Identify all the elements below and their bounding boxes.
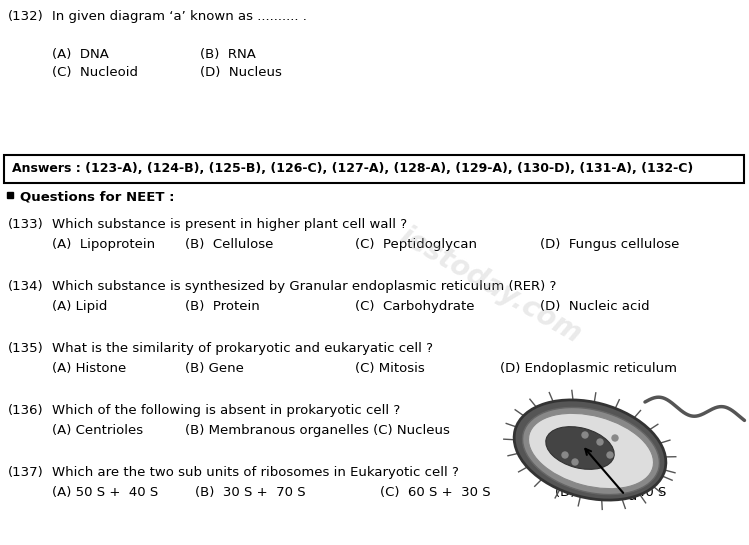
Text: (A) Lipid: (A) Lipid <box>52 300 107 313</box>
Text: (A)  DNA: (A) DNA <box>52 48 109 61</box>
Text: a: a <box>627 488 637 503</box>
Text: (D)  Fungus cellulose: (D) Fungus cellulose <box>540 238 679 251</box>
Text: (D)  Nucleic acid: (D) Nucleic acid <box>540 300 649 313</box>
Text: What is the similarity of prokaryotic and eukaryatic cell ?: What is the similarity of prokaryotic an… <box>52 342 433 355</box>
Text: (C)  Carbohydrate: (C) Carbohydrate <box>355 300 475 313</box>
Text: (C)  Nucleoid: (C) Nucleoid <box>52 66 138 79</box>
Text: (C)  60 S +  30 S: (C) 60 S + 30 S <box>380 486 491 499</box>
Text: (133): (133) <box>8 218 43 231</box>
Text: In given diagram ‘a’ known as .......... .: In given diagram ‘a’ known as ..........… <box>52 10 307 23</box>
Text: (137): (137) <box>8 466 43 479</box>
Text: (C)  Peptidoglycan: (C) Peptidoglycan <box>355 238 477 251</box>
Text: Answers : (123-A), (124-B), (125-B), (126-C), (127-A), (128-A), (129-A), (130-D): Answers : (123-A), (124-B), (125-B), (12… <box>12 162 694 175</box>
Text: (C) Mitosis: (C) Mitosis <box>355 362 425 375</box>
Text: (B) Membranous organelles (C) Nucleus: (B) Membranous organelles (C) Nucleus <box>185 424 450 437</box>
Text: (B) Gene: (B) Gene <box>185 362 244 375</box>
Circle shape <box>597 439 603 445</box>
FancyBboxPatch shape <box>4 155 744 183</box>
Circle shape <box>572 459 578 465</box>
Text: (136): (136) <box>8 404 43 417</box>
Text: (B)  Protein: (B) Protein <box>185 300 260 313</box>
Circle shape <box>582 432 588 438</box>
Text: (134): (134) <box>8 280 43 293</box>
Circle shape <box>607 452 613 458</box>
Text: (A) 50 S +  40 S: (A) 50 S + 40 S <box>52 486 158 499</box>
Text: Which of the following is absent in prokaryotic cell ?: Which of the following is absent in prok… <box>52 404 400 417</box>
Ellipse shape <box>523 408 659 494</box>
Text: Which substance is present in higher plant cell wall ?: Which substance is present in higher pla… <box>52 218 407 231</box>
Circle shape <box>562 452 568 458</box>
Text: (132): (132) <box>8 10 43 23</box>
Text: Questions for NEET :: Questions for NEET : <box>20 190 175 203</box>
Ellipse shape <box>529 413 653 489</box>
Text: (B)  Cellulose: (B) Cellulose <box>185 238 273 251</box>
Circle shape <box>612 435 618 441</box>
Ellipse shape <box>546 427 614 469</box>
Ellipse shape <box>514 400 666 500</box>
Text: (B)  30 S +  70 S: (B) 30 S + 70 S <box>195 486 306 499</box>
Text: Which substance is synthesized by Granular endoplasmic reticulum (RER) ?: Which substance is synthesized by Granul… <box>52 280 557 293</box>
Text: (D) A, B, C All: (D) A, B, C All <box>540 424 630 437</box>
Text: (D) Endoplasmic reticulum: (D) Endoplasmic reticulum <box>500 362 677 375</box>
Text: Which are the two sub units of ribosomes in Eukaryotic cell ?: Which are the two sub units of ribosomes… <box>52 466 459 479</box>
Text: (A) Centrioles: (A) Centrioles <box>52 424 143 437</box>
Text: (A)  Lipoprotein: (A) Lipoprotein <box>52 238 155 251</box>
Text: (135): (135) <box>8 342 43 355</box>
Text: iestoday.com: iestoday.com <box>394 221 586 349</box>
Text: (A) Histone: (A) Histone <box>52 362 127 375</box>
Text: (D)  Nucleus: (D) Nucleus <box>200 66 282 79</box>
Text: (D)  60 S +  40 S: (D) 60 S + 40 S <box>555 486 667 499</box>
Text: (B)  RNA: (B) RNA <box>200 48 256 61</box>
